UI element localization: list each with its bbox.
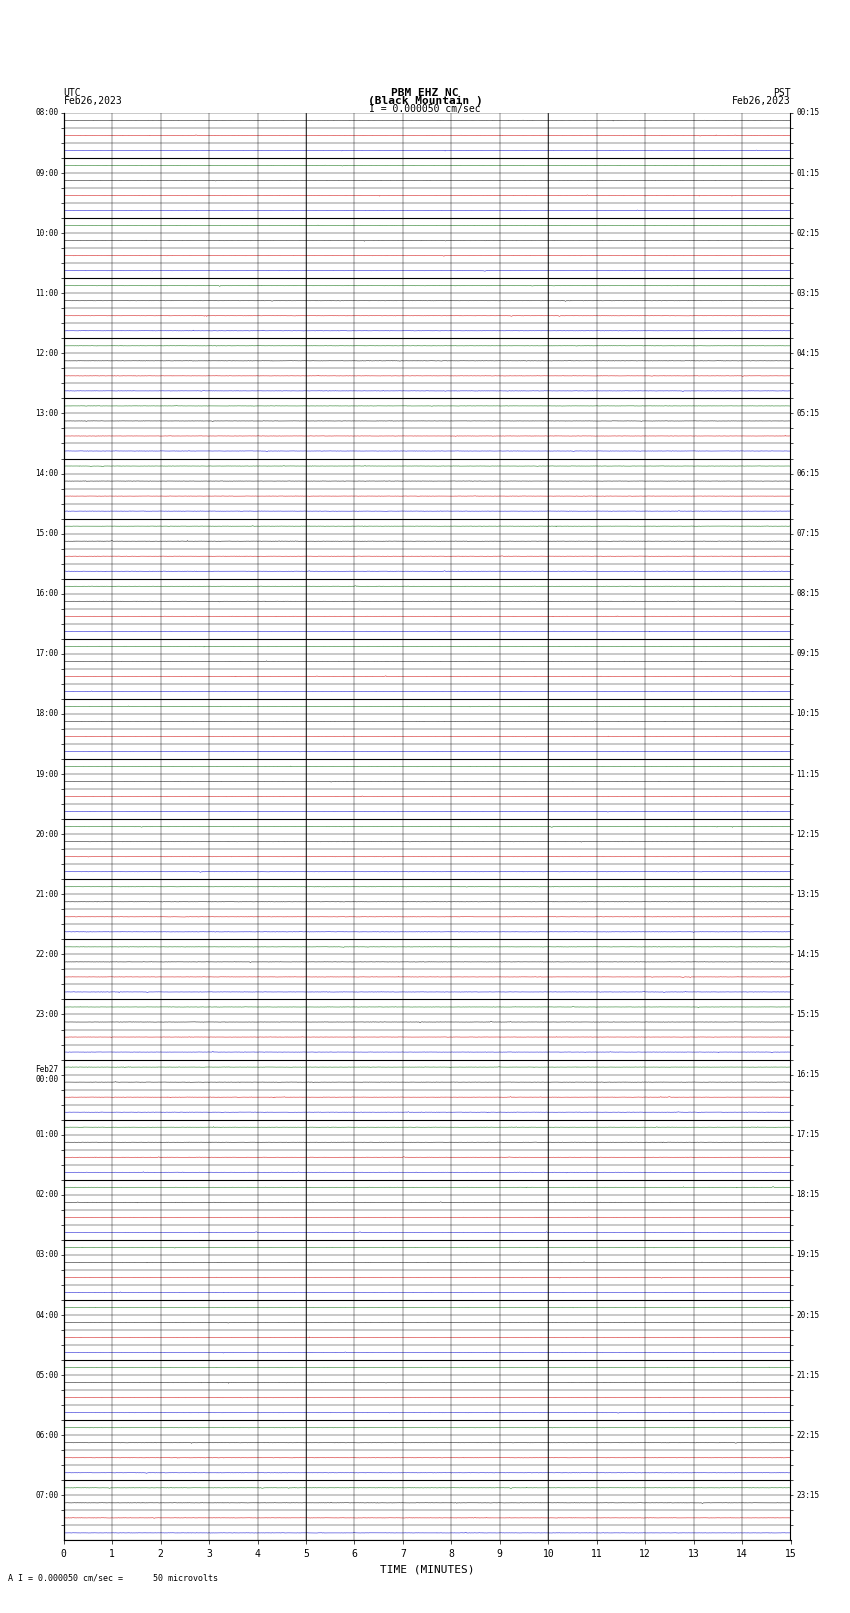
Text: PBM EHZ NC: PBM EHZ NC [391,87,459,97]
Text: PST: PST [773,87,790,97]
Text: I = 0.000050 cm/sec: I = 0.000050 cm/sec [369,103,481,113]
Text: Feb26,2023: Feb26,2023 [732,95,791,106]
Text: (Black Mountain ): (Black Mountain ) [367,95,483,106]
Text: A I = 0.000050 cm/sec =      50 microvolts: A I = 0.000050 cm/sec = 50 microvolts [8,1573,218,1582]
X-axis label: TIME (MINUTES): TIME (MINUTES) [380,1565,474,1574]
Text: UTC: UTC [64,87,82,97]
Text: Feb26,2023: Feb26,2023 [64,95,122,106]
